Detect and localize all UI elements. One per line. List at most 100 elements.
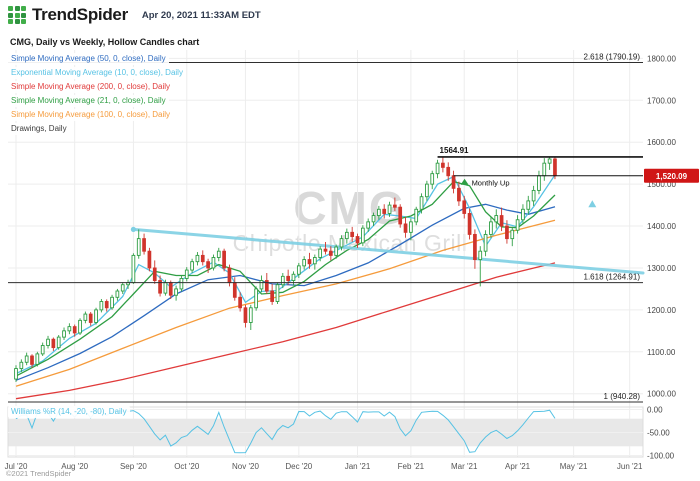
price-axis-label: 1000.00: [647, 390, 676, 399]
logo-text: TrendSpider: [32, 5, 128, 24]
legend-item-williams-r[interactable]: Williams %R (14, -20, -80), Daily: [8, 406, 130, 418]
moving-average-lines: [15, 174, 556, 400]
fib-level-label: 2.618 (1790.19): [584, 52, 641, 61]
ma-line-sma21[interactable]: [15, 180, 556, 377]
price-axis-label: 1300.00: [647, 264, 676, 273]
legend-item-sma200[interactable]: Simple Moving Average (200, 0, close), D…: [8, 81, 174, 93]
candle-body: [248, 307, 253, 323]
annotations: 1564.91 Monthly Up: [437, 146, 643, 188]
candle-body: [414, 208, 419, 223]
x-axis-label: Nov '20: [232, 462, 259, 471]
candle-body: [451, 175, 456, 189]
x-axis-label: Jan '21: [345, 462, 371, 471]
trendspider-logo[interactable]: TrendSpider: [8, 5, 128, 25]
candle-body: [30, 355, 34, 365]
ma-line-sma100[interactable]: [15, 219, 556, 387]
candle-body: [286, 275, 290, 281]
trendline-marker-icon: [588, 200, 597, 208]
candle-body: [190, 261, 194, 271]
candle-body: [521, 208, 525, 221]
legend-item-ema10[interactable]: Exponential Moving Average (10, 0, close…: [8, 67, 186, 79]
ma-line-sma200[interactable]: [15, 262, 556, 400]
candle-body: [542, 162, 547, 177]
candle-body: [350, 231, 355, 237]
candle-body: [40, 345, 45, 355]
x-axis-label: Jul '20: [5, 462, 28, 471]
candle-body: [206, 261, 210, 269]
candle-body: [104, 301, 109, 309]
candle-body: [435, 162, 440, 175]
candle-body: [211, 257, 216, 269]
legend-item-sma50[interactable]: Simple Moving Average (50, 0, close), Da…: [8, 53, 169, 65]
candle-body: [56, 336, 61, 349]
candle-body: [158, 280, 162, 294]
x-axis-label: May '21: [560, 462, 588, 471]
candle-body: [291, 273, 296, 281]
candle-body: [136, 238, 141, 256]
trendline-drawing[interactable]: [130, 200, 645, 275]
candle-body: [457, 187, 461, 202]
last-price-label: 1,520.09: [656, 172, 688, 181]
candle-body: [254, 288, 258, 309]
candle-body: [473, 233, 477, 261]
candle-body: [179, 277, 184, 290]
candle-body: [467, 213, 472, 235]
candle-body: [531, 189, 536, 202]
candle-body: [67, 326, 72, 332]
ma-line-ema10[interactable]: [15, 174, 556, 375]
candle-body: [537, 175, 541, 191]
last-price-tag: 1,520.09: [644, 168, 699, 183]
header: TrendSpider Apr 20, 2021 11:33AM EDT: [8, 5, 261, 25]
candle-body: [131, 254, 136, 284]
candle-body: [344, 231, 349, 240]
candle-body: [94, 309, 98, 323]
candle-body: [393, 204, 397, 208]
wr-axis-label: -50.00: [647, 429, 670, 438]
price-axis-label: 1800.00: [647, 54, 676, 63]
candle-body: [270, 290, 274, 302]
candle-body: [462, 200, 467, 214]
candle-body: [361, 227, 365, 244]
candle-body: [382, 208, 387, 214]
candle-body: [515, 219, 520, 231]
candle-body: [264, 280, 269, 292]
indicator-legend: Simple Moving Average (50, 0, close), Da…: [8, 53, 186, 137]
trendline-anchor-dot[interactable]: [130, 226, 136, 233]
candle-body: [494, 215, 499, 223]
candle-body: [72, 326, 77, 334]
candle-body: [83, 313, 88, 321]
legend-item-drawings[interactable]: Drawings, Daily: [8, 123, 70, 135]
candle-body: [243, 307, 248, 323]
candle-body: [184, 269, 189, 279]
candle-body: [46, 338, 50, 346]
candle-body: [547, 158, 552, 164]
williams-r-panel: [7, 406, 644, 458]
candle-body: [312, 257, 317, 265]
candle-body: [110, 296, 114, 309]
candle-body: [441, 162, 445, 168]
x-axis-label: Dec '20: [285, 462, 312, 471]
x-axis-label: Apr '21: [505, 462, 531, 471]
price-axis-label: 1100.00: [647, 348, 676, 357]
candle-body: [553, 158, 557, 177]
candle-body: [19, 361, 24, 370]
candle-body: [526, 200, 531, 210]
ma-line-sma50[interactable]: [15, 203, 556, 381]
candle-body: [425, 183, 429, 198]
candle-body: [296, 265, 301, 275]
candle-body: [489, 221, 493, 235]
candle-body: [323, 248, 328, 252]
legend-item-sma21[interactable]: Simple Moving Average (21, 0, close), Da…: [8, 95, 169, 107]
candle-body: [88, 313, 93, 323]
legend-item-sma100[interactable]: Simple Moving Average (100, 0, close), D…: [8, 109, 174, 121]
candle-body: [430, 173, 435, 185]
candle-body: [200, 254, 205, 263]
x-axis-label: Mar '21: [451, 462, 478, 471]
candle-body: [403, 223, 408, 233]
price-axis-label: 1200.00: [647, 306, 676, 315]
copyright: ©2021 TrendSpider: [6, 469, 72, 478]
chart-timestamp: Apr 20, 2021 11:33AM EDT: [141, 9, 261, 21]
candle-body: [163, 282, 168, 294]
candle-body: [307, 259, 312, 265]
